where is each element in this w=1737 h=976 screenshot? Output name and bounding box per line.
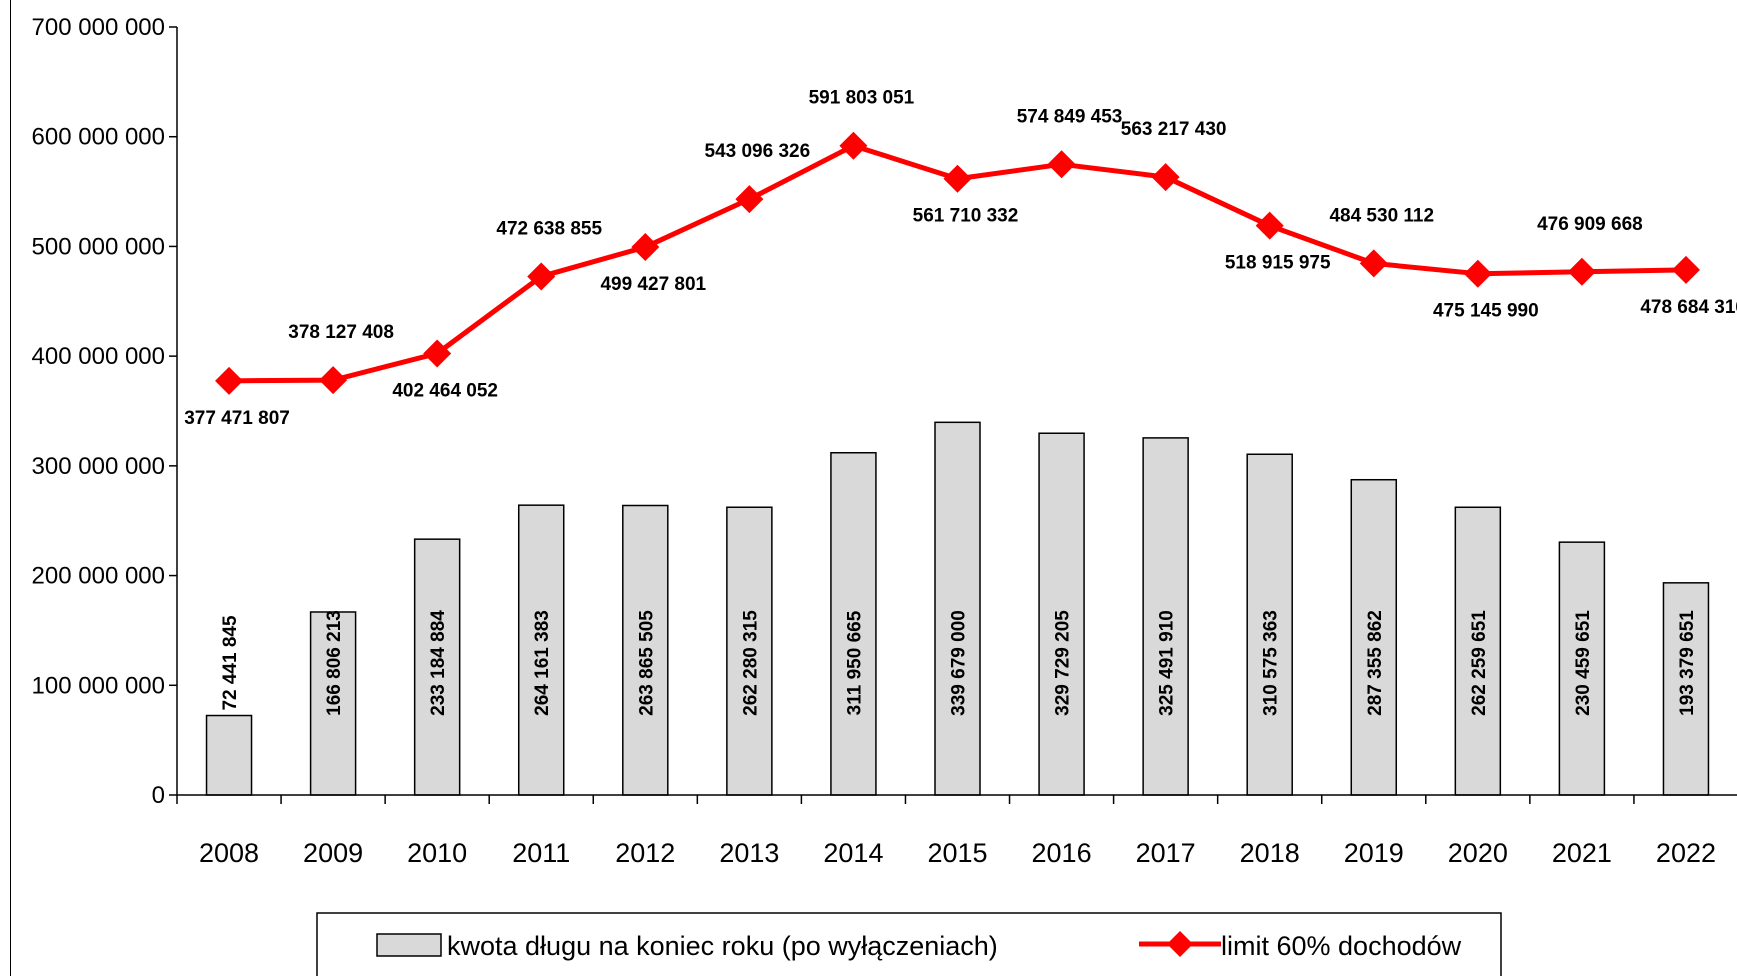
- line-data-label: 543 096 326: [705, 141, 811, 162]
- y-axis: 0 100 000 000 200 000 000 300 000 000 400 00…: [32, 14, 178, 809]
- bar: [1454, 506, 1502, 796]
- line-data-label: 499 427 801: [600, 274, 706, 295]
- bar-data-label: 264 161 383: [532, 610, 553, 716]
- line-marker: [1047, 150, 1076, 179]
- bar: [1558, 541, 1606, 796]
- x-tick-label: 2019: [1344, 838, 1404, 868]
- y-tick-label: 400 000 000: [32, 343, 165, 370]
- y-tick-label: 600 000 000: [32, 124, 165, 151]
- line-data-label: 484 530 112: [1329, 205, 1434, 226]
- bar-data-label: 339 679 000: [949, 610, 970, 716]
- x-tick-label: 2017: [1136, 838, 1196, 868]
- line-data-label: 591 803 051: [809, 88, 915, 109]
- legend-box: [316, 912, 1502, 976]
- bar-series: 72 441 845 166 806 213 233 184 884 264 161 …: [205, 421, 1710, 796]
- line-data-label: 377 471 807: [184, 408, 290, 429]
- line-data-label: 378 127 408: [288, 322, 394, 343]
- bar-data-label: 262 280 315: [740, 610, 761, 716]
- line-data-label: 574 849 453: [1017, 106, 1123, 127]
- bar-data-label: 72 441 845: [220, 615, 241, 711]
- bar: [1246, 453, 1293, 796]
- bar-data-label: 310 575 363: [1261, 610, 1282, 716]
- legend-line-marker: [1167, 931, 1193, 957]
- line-marker: [735, 185, 764, 214]
- y-tick-label: 100 000 000: [32, 672, 165, 699]
- bar-data-label: 166 806 213: [324, 610, 345, 716]
- y-tick-label: 700 000 000: [32, 14, 165, 41]
- x-tick-label: 2022: [1656, 838, 1716, 868]
- line-marker: [1671, 255, 1700, 284]
- y-tick-label: 300 000 000: [32, 453, 165, 480]
- line-marker: [1567, 257, 1596, 286]
- line-marker: [839, 131, 868, 160]
- bar: [934, 421, 981, 796]
- legend: kwota długu na koniec roku (po wyłączeni…: [316, 912, 1502, 976]
- line-data-label: 402 464 052: [392, 380, 498, 401]
- chart-svg: 0 100 000 000 200 000 000 300 000 000 400 00…: [32, 14, 1737, 976]
- bar: [830, 451, 877, 796]
- line-data-label: 472 638 855: [496, 218, 602, 239]
- line-marker: [527, 262, 556, 291]
- x-tick-label: 2009: [303, 838, 363, 868]
- bar: [1662, 582, 1710, 796]
- x-tick-label: 2015: [927, 838, 987, 868]
- bar-data-label: 233 184 884: [428, 610, 449, 716]
- bar: [205, 714, 253, 796]
- line-data-label: 561 710 332: [913, 206, 1019, 227]
- line-marker: [1151, 163, 1180, 192]
- line-data-label: 563 217 430: [1121, 119, 1227, 140]
- bar-data-label: 263 865 505: [636, 610, 657, 716]
- line-marker: [1255, 211, 1284, 240]
- x-tick-label: 2021: [1552, 838, 1612, 868]
- line-data-label: 476 909 668: [1537, 214, 1643, 235]
- x-tick-label: 2016: [1032, 838, 1092, 868]
- bar: [1038, 432, 1085, 796]
- x-tick-label: 2018: [1240, 838, 1300, 868]
- bar-data-label: 193 379 651: [1677, 610, 1698, 716]
- legend-bar-swatch: [376, 933, 442, 957]
- bar: [1142, 437, 1189, 796]
- line-data-label: 475 145 990: [1433, 301, 1539, 322]
- x-tick-label: 2010: [407, 838, 467, 868]
- y-tick-label: 500 000 000: [32, 233, 165, 260]
- x-tick-label: 2014: [823, 838, 883, 868]
- x-tick-label: 2008: [199, 838, 259, 868]
- x-tick-label: 2011: [512, 838, 570, 868]
- y-tick-label: 200 000 000: [32, 563, 165, 590]
- bar-data-label: 329 729 205: [1053, 610, 1074, 716]
- bar-data-label: 287 355 862: [1365, 610, 1386, 716]
- line-marker: [943, 164, 972, 193]
- legend-bar-label: kwota długu na koniec roku (po wyłączeni…: [447, 931, 998, 961]
- line-marker: [1463, 259, 1492, 288]
- line-marker: [1359, 249, 1388, 278]
- bar-data-label: 262 259 651: [1469, 610, 1490, 716]
- x-tick-label: 2012: [615, 838, 675, 868]
- legend-line-label: limit 60% dochodów: [1221, 931, 1462, 961]
- bar: [309, 611, 357, 796]
- chart-frame: 0 100 000 000 200 000 000 300 000 000 400 00…: [10, 0, 1737, 976]
- y-tick-label: 0: [152, 782, 165, 809]
- x-tick-label: 2020: [1448, 838, 1508, 868]
- line-marker: [215, 366, 244, 395]
- line-marker: [319, 366, 348, 395]
- line-marker: [423, 339, 452, 368]
- x-tick-label: 2013: [719, 838, 779, 868]
- x-axis: 2008 2009 2010 2011 2012 2013 2014 2015 2016 2017…: [176, 794, 1737, 868]
- line-series: 377 471 807 378 127 408 402 464 052 472 638…: [184, 88, 1737, 429]
- line-data-label: 478 684 316: [1640, 297, 1737, 318]
- line-marker: [631, 233, 660, 262]
- line-data-label: 518 915 975: [1225, 253, 1331, 274]
- bar-data-label: 230 459 651: [1573, 610, 1594, 716]
- bar-data-label: 311 950 665: [844, 610, 865, 715]
- bar-data-label: 325 491 910: [1157, 610, 1178, 716]
